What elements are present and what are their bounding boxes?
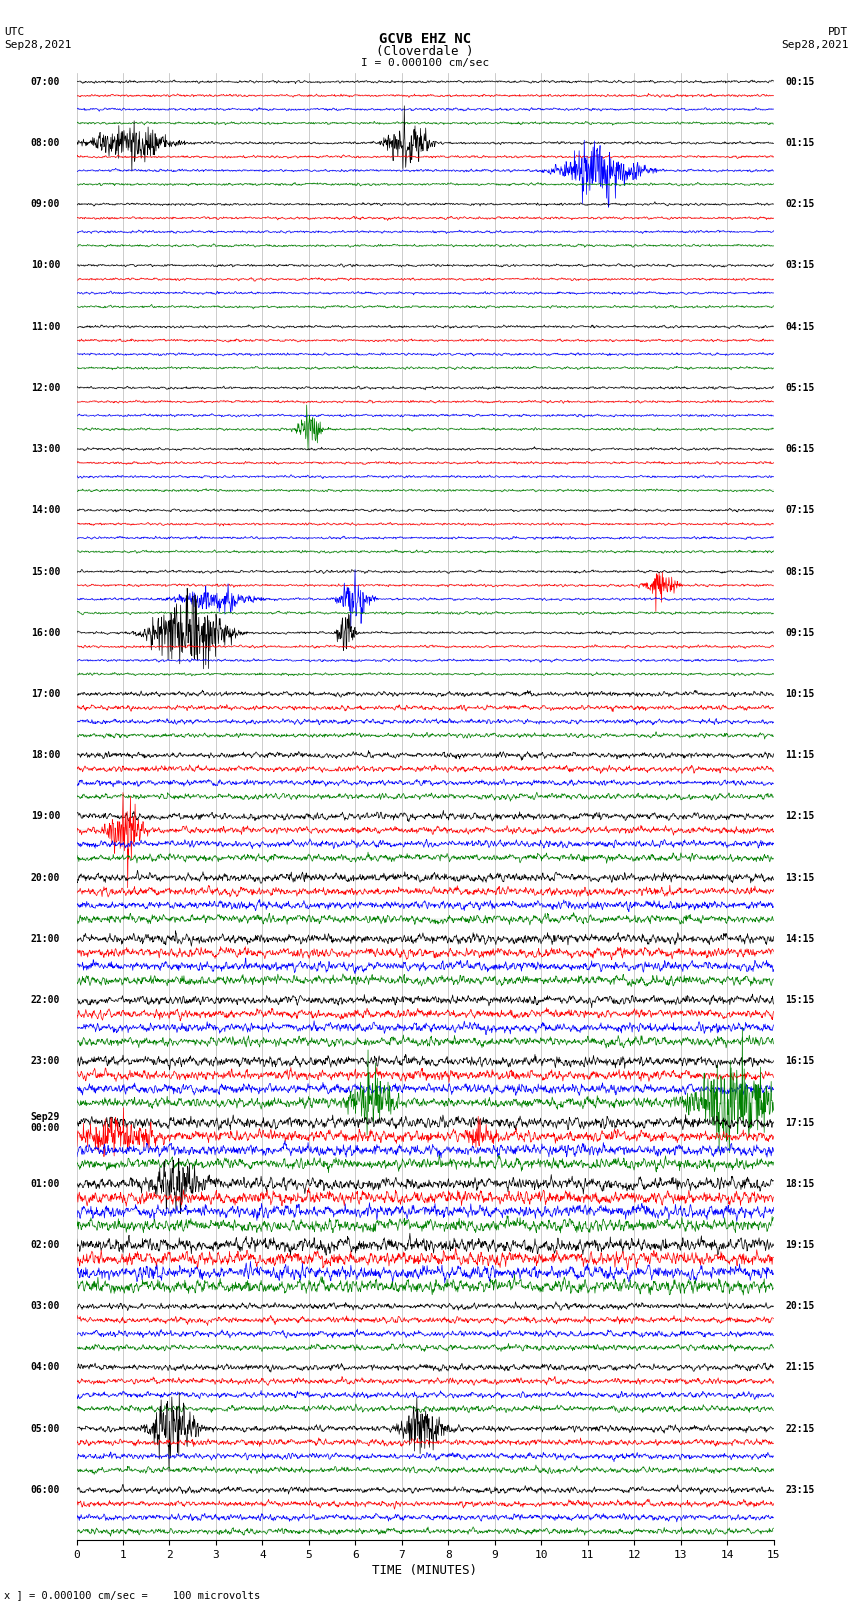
Text: 23:00: 23:00 (31, 1057, 60, 1066)
Text: 21:00: 21:00 (31, 934, 60, 944)
Text: 05:00: 05:00 (31, 1424, 60, 1434)
Text: 10:15: 10:15 (785, 689, 814, 698)
Text: 17:00: 17:00 (31, 689, 60, 698)
Text: 22:00: 22:00 (31, 995, 60, 1005)
Text: 03:15: 03:15 (785, 260, 814, 271)
Text: Sep29
00:00: Sep29 00:00 (31, 1111, 60, 1134)
Text: GCVB EHZ NC: GCVB EHZ NC (379, 32, 471, 47)
Text: 12:15: 12:15 (785, 811, 814, 821)
Text: 10:00: 10:00 (31, 260, 60, 271)
X-axis label: TIME (MINUTES): TIME (MINUTES) (372, 1565, 478, 1578)
Text: 21:15: 21:15 (785, 1363, 814, 1373)
Text: 14:00: 14:00 (31, 505, 60, 515)
Text: 23:15: 23:15 (785, 1486, 814, 1495)
Text: 13:15: 13:15 (785, 873, 814, 882)
Text: 14:15: 14:15 (785, 934, 814, 944)
Text: 02:00: 02:00 (31, 1240, 60, 1250)
Text: 04:00: 04:00 (31, 1363, 60, 1373)
Text: 20:15: 20:15 (785, 1302, 814, 1311)
Text: 11:15: 11:15 (785, 750, 814, 760)
Text: 01:15: 01:15 (785, 139, 814, 148)
Text: 00:15: 00:15 (785, 77, 814, 87)
Text: 15:15: 15:15 (785, 995, 814, 1005)
Text: 06:15: 06:15 (785, 444, 814, 455)
Text: 07:15: 07:15 (785, 505, 814, 515)
Text: (Cloverdale ): (Cloverdale ) (377, 45, 473, 58)
Text: 16:00: 16:00 (31, 627, 60, 637)
Text: 09:00: 09:00 (31, 200, 60, 210)
Text: 19:00: 19:00 (31, 811, 60, 821)
Text: 17:15: 17:15 (785, 1118, 814, 1127)
Text: 20:00: 20:00 (31, 873, 60, 882)
Text: x ] = 0.000100 cm/sec =    100 microvolts: x ] = 0.000100 cm/sec = 100 microvolts (4, 1590, 260, 1600)
Text: 18:00: 18:00 (31, 750, 60, 760)
Text: 09:15: 09:15 (785, 627, 814, 637)
Text: 05:15: 05:15 (785, 382, 814, 394)
Text: I = 0.000100 cm/sec: I = 0.000100 cm/sec (361, 58, 489, 68)
Text: 19:15: 19:15 (785, 1240, 814, 1250)
Text: 12:00: 12:00 (31, 382, 60, 394)
Text: 08:15: 08:15 (785, 566, 814, 576)
Text: 22:15: 22:15 (785, 1424, 814, 1434)
Text: UTC: UTC (4, 27, 25, 37)
Text: Sep28,2021: Sep28,2021 (781, 40, 848, 50)
Text: 13:00: 13:00 (31, 444, 60, 455)
Text: 15:00: 15:00 (31, 566, 60, 576)
Text: 04:15: 04:15 (785, 321, 814, 332)
Text: 07:00: 07:00 (31, 77, 60, 87)
Text: 11:00: 11:00 (31, 321, 60, 332)
Text: 01:00: 01:00 (31, 1179, 60, 1189)
Text: PDT: PDT (828, 27, 848, 37)
Text: 18:15: 18:15 (785, 1179, 814, 1189)
Text: 02:15: 02:15 (785, 200, 814, 210)
Text: 06:00: 06:00 (31, 1486, 60, 1495)
Text: 16:15: 16:15 (785, 1057, 814, 1066)
Text: Sep28,2021: Sep28,2021 (4, 40, 71, 50)
Text: 08:00: 08:00 (31, 139, 60, 148)
Text: 03:00: 03:00 (31, 1302, 60, 1311)
